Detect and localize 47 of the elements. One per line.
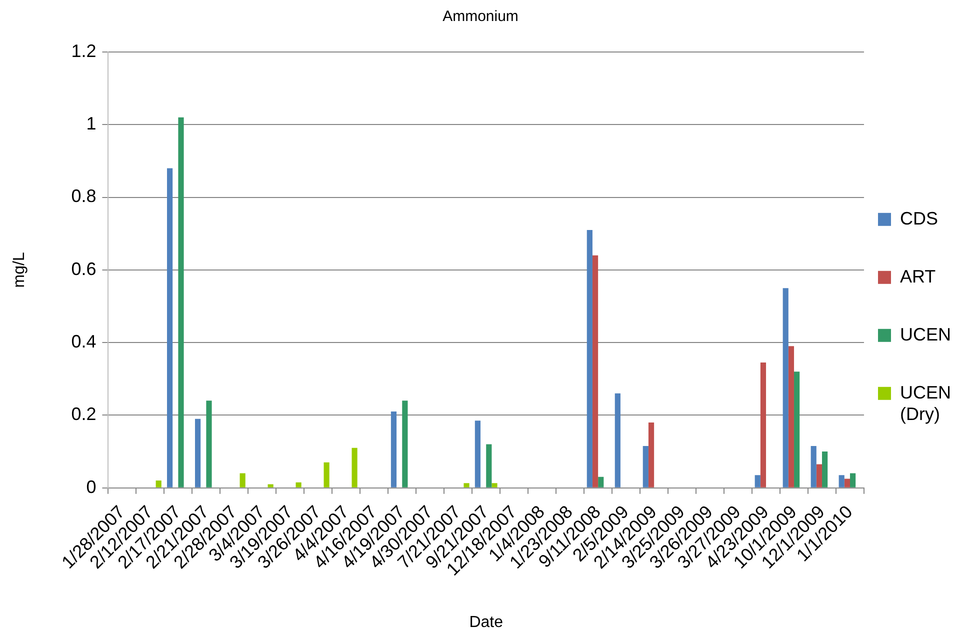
bar (402, 400, 408, 488)
legend-label: ART (900, 266, 936, 286)
bar (782, 288, 788, 488)
bar (324, 462, 330, 488)
bar (156, 480, 162, 488)
y-axis-title: mg/L (11, 252, 28, 288)
bar (810, 446, 816, 488)
bar (296, 482, 302, 488)
bar (206, 400, 212, 488)
bar (586, 230, 592, 488)
bar (486, 444, 492, 488)
bar (754, 475, 760, 488)
bar (794, 372, 800, 488)
bar (240, 473, 246, 488)
legend-label: UCEN (Dry) (900, 382, 952, 424)
x-axis-title: Date (469, 614, 504, 631)
bar (352, 448, 358, 488)
legend-label: CDS (900, 208, 938, 228)
bar (390, 412, 397, 488)
bar (816, 464, 822, 488)
bar (850, 473, 856, 488)
bar (642, 446, 648, 488)
bar (592, 255, 598, 488)
y-tick-label: 0.4 (71, 332, 96, 352)
y-tick-label: 0 (86, 476, 96, 497)
bar (788, 346, 794, 488)
y-tick-label: 1 (86, 114, 96, 134)
y-tick-label: 1.2 (71, 40, 96, 61)
bar (474, 420, 481, 488)
bar (268, 484, 274, 488)
bar (822, 452, 828, 488)
bar (178, 117, 184, 488)
bar (648, 422, 654, 488)
bar (760, 362, 766, 488)
bar (167, 168, 173, 488)
bar (598, 476, 604, 488)
y-tick-label: 0.8 (71, 186, 96, 206)
y-tick-label: 0.2 (71, 404, 96, 424)
bar (194, 418, 201, 488)
bar (844, 478, 850, 488)
legend-label: UCEN (900, 324, 952, 344)
bar (492, 483, 498, 488)
bar (838, 475, 844, 488)
chart-title: Ammonium (442, 8, 518, 26)
bar (614, 393, 620, 488)
y-tick-label: 0.6 (71, 258, 96, 279)
bar (464, 483, 470, 488)
